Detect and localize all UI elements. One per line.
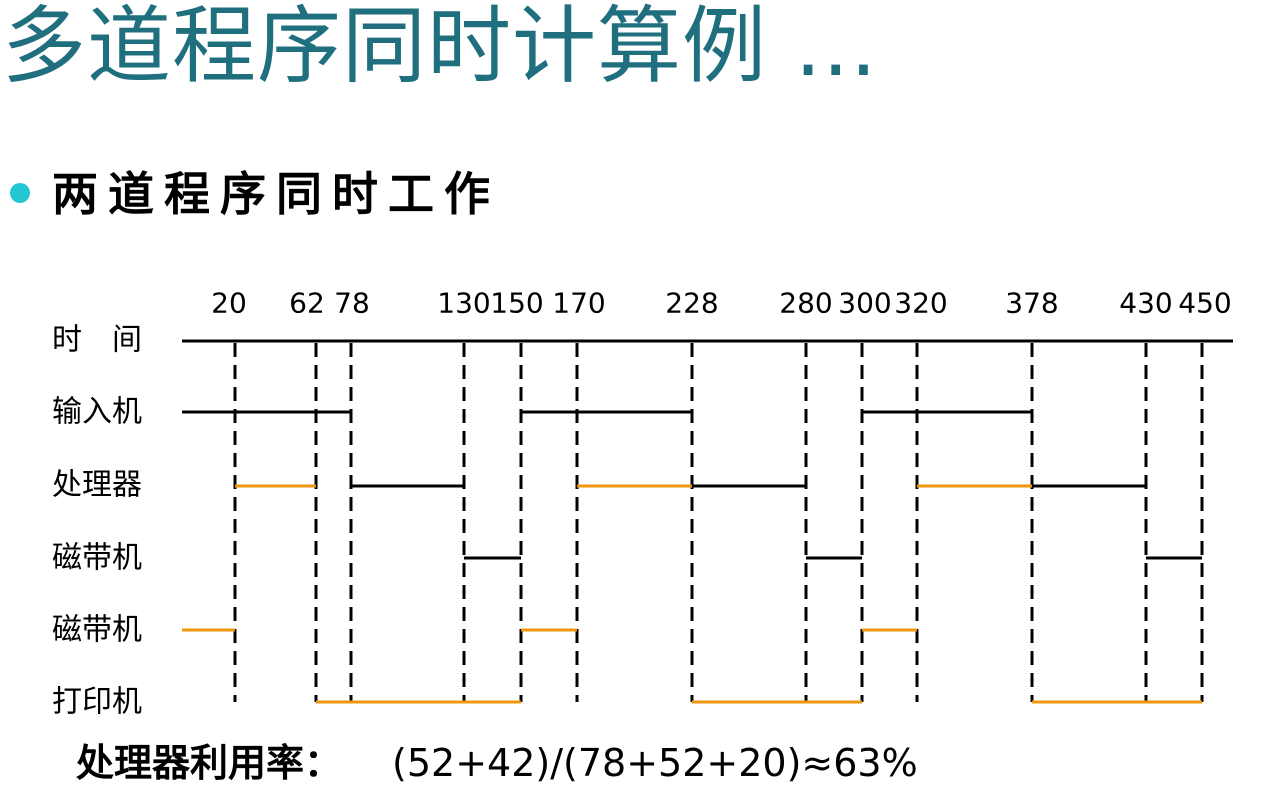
row-label-printer: 打印机 — [52, 685, 142, 720]
formula-label: 处理器利用率： — [76, 741, 343, 785]
time-tick-20: 20 — [211, 287, 247, 320]
time-tick-78: 78 — [334, 287, 370, 320]
time-tick-450: 450 — [1178, 287, 1231, 320]
time-tick-170: 170 — [552, 287, 605, 320]
row-label-tape2: 磁带机 — [52, 613, 142, 648]
bullet-heading: 两道程序同时工作 — [52, 167, 500, 221]
formula-expression: (52+42)/(78+52+20)≈63% — [392, 741, 918, 785]
time-tick-130: 130 — [437, 287, 490, 320]
row-label-time: 时 间 — [52, 323, 142, 358]
utilization-formula: 处理器利用率： (52+42)/(78+52+20)≈63% — [76, 738, 918, 788]
row-label-input: 输入机 — [52, 395, 142, 430]
time-tick-228: 228 — [665, 287, 718, 320]
time-tick-150: 150 — [490, 287, 543, 320]
time-tick-430: 430 — [1119, 287, 1172, 320]
row-label-tape1: 磁带机 — [52, 541, 142, 576]
page-title: 多道程序同时计算例 ... — [2, 0, 878, 95]
time-tick-62: 62 — [289, 287, 325, 320]
bullet-dot-icon — [10, 183, 30, 203]
time-tick-300: 300 — [838, 287, 891, 320]
row-label-cpu: 处理器 — [52, 468, 142, 503]
time-tick-320: 320 — [894, 287, 947, 320]
time-tick-378: 378 — [1005, 287, 1058, 320]
time-tick-280: 280 — [779, 287, 832, 320]
